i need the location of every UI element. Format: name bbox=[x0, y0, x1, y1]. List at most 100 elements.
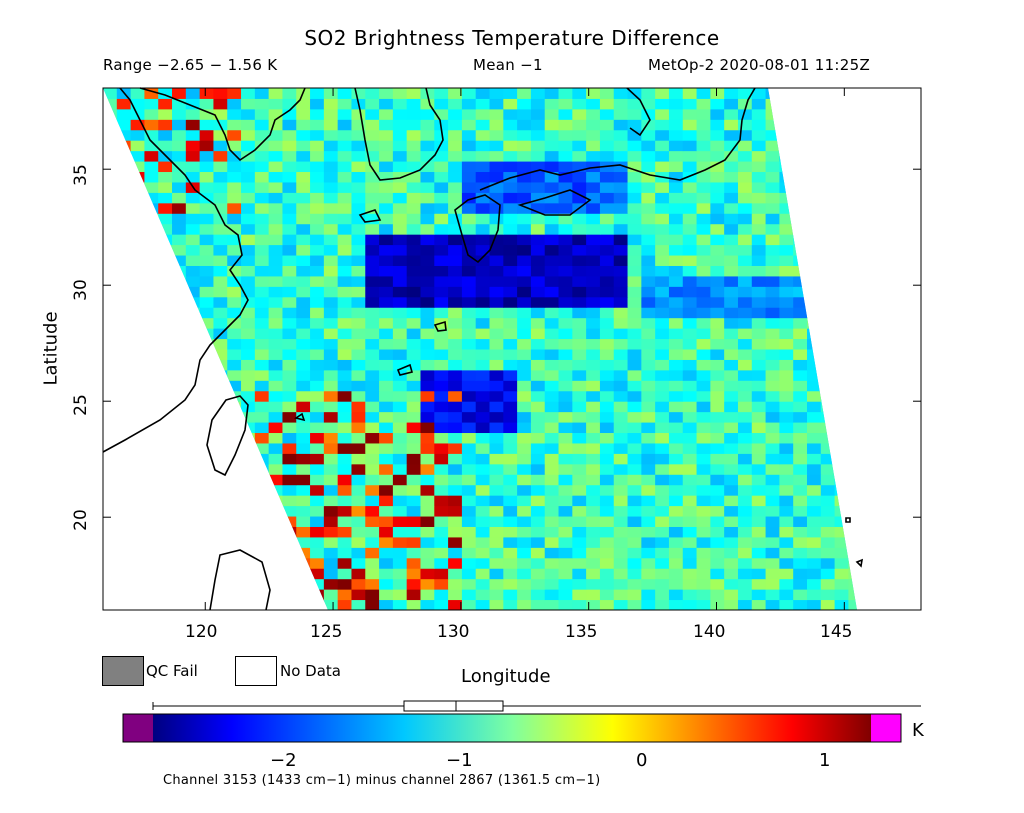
data-cell bbox=[530, 390, 546, 402]
data-cell bbox=[489, 484, 504, 496]
data-cell bbox=[461, 317, 477, 329]
data-cell bbox=[765, 234, 780, 246]
data-cell bbox=[765, 380, 780, 392]
data-cell bbox=[820, 453, 836, 465]
data-cell bbox=[710, 265, 725, 277]
data-cell bbox=[737, 98, 753, 110]
data-cell bbox=[365, 119, 380, 131]
data-cell bbox=[682, 181, 698, 193]
data-cell bbox=[227, 411, 242, 423]
data-cell bbox=[806, 557, 822, 569]
data-cell bbox=[475, 526, 491, 538]
data-cell bbox=[613, 244, 629, 256]
data-cell bbox=[323, 390, 339, 402]
data-cell bbox=[103, 161, 118, 173]
data-cell bbox=[779, 98, 794, 110]
data-cell bbox=[586, 547, 601, 559]
data-cell bbox=[448, 547, 463, 559]
data-cell bbox=[241, 181, 256, 193]
data-cell bbox=[890, 119, 904, 130]
data-cell bbox=[130, 380, 145, 392]
data-cell bbox=[420, 474, 435, 486]
data-cell bbox=[241, 223, 256, 235]
data-cell bbox=[834, 307, 849, 319]
data-cell bbox=[448, 296, 463, 308]
data-cell bbox=[172, 108, 187, 120]
data-cell bbox=[820, 484, 836, 496]
data-cell bbox=[434, 547, 449, 559]
data-cell bbox=[862, 286, 876, 297]
data-cell bbox=[544, 286, 560, 298]
data-cell bbox=[793, 536, 808, 548]
data-cell bbox=[448, 244, 463, 256]
data-cell bbox=[530, 568, 546, 580]
data-cell bbox=[461, 536, 477, 548]
data-cell bbox=[503, 244, 518, 256]
data-cell bbox=[282, 547, 297, 559]
data-cell bbox=[254, 129, 270, 141]
data-cell bbox=[890, 464, 904, 475]
data-cell bbox=[130, 98, 145, 110]
data-cell bbox=[434, 202, 449, 214]
data-cell bbox=[227, 234, 242, 246]
data-cell bbox=[737, 181, 753, 193]
data-cell bbox=[627, 526, 642, 538]
data-cell bbox=[227, 328, 242, 340]
data-cell bbox=[337, 108, 352, 120]
data-cell bbox=[668, 234, 684, 246]
data-cell bbox=[613, 536, 629, 548]
data-cell bbox=[461, 181, 477, 193]
data-cell bbox=[682, 547, 698, 559]
data-cell bbox=[323, 150, 339, 162]
data-cell bbox=[599, 88, 615, 99]
data-cell bbox=[503, 255, 518, 266]
data-cell bbox=[227, 578, 242, 590]
data-cell bbox=[158, 578, 173, 590]
data-cell bbox=[310, 119, 325, 131]
data-cell bbox=[890, 328, 904, 339]
data-cell bbox=[323, 338, 339, 350]
data-cell bbox=[406, 202, 421, 214]
data-cell bbox=[890, 151, 904, 162]
data-cell bbox=[751, 317, 767, 329]
data-cell bbox=[241, 557, 256, 569]
data-cell bbox=[489, 244, 504, 256]
data-cell bbox=[282, 213, 297, 225]
data-cell bbox=[820, 171, 836, 183]
data-cell bbox=[848, 526, 857, 538]
data-cell bbox=[282, 129, 297, 141]
data-cell bbox=[599, 599, 615, 610]
data-cell bbox=[890, 370, 904, 381]
data-cell bbox=[517, 536, 532, 548]
data-cell bbox=[420, 119, 435, 131]
data-cell bbox=[696, 359, 711, 371]
data-cell bbox=[461, 129, 477, 141]
data-cell bbox=[103, 98, 118, 110]
data-cell bbox=[627, 244, 642, 256]
data-cell bbox=[503, 568, 518, 580]
data-cell bbox=[365, 255, 380, 266]
data-cell bbox=[185, 526, 201, 538]
data-cell bbox=[793, 589, 808, 601]
data-cell bbox=[751, 411, 767, 423]
data-cell bbox=[793, 463, 808, 475]
data-cell bbox=[434, 401, 449, 413]
data-cell bbox=[558, 442, 573, 454]
data-cell bbox=[890, 537, 904, 548]
data-cell bbox=[199, 119, 214, 131]
data-cell bbox=[765, 328, 780, 340]
data-cell bbox=[544, 119, 560, 131]
data-cell bbox=[779, 589, 794, 601]
data-cell bbox=[806, 202, 822, 214]
data-cell bbox=[213, 317, 228, 329]
data-cell bbox=[724, 516, 739, 527]
data-cell bbox=[641, 463, 656, 475]
data-cell bbox=[351, 411, 366, 423]
data-cell bbox=[530, 349, 546, 360]
data-cell bbox=[282, 484, 297, 496]
data-cell bbox=[572, 536, 587, 548]
data-cell bbox=[876, 370, 890, 381]
data-cell bbox=[668, 286, 684, 298]
data-cell bbox=[406, 129, 421, 141]
data-cell bbox=[655, 568, 670, 580]
